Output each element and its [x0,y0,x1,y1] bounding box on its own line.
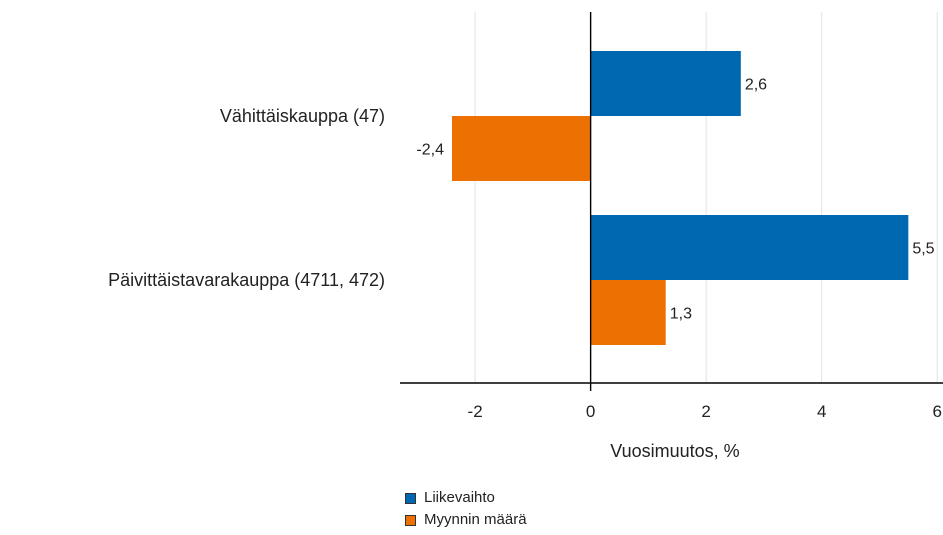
legend-item-liikevaihto: Liikevaihto [405,487,527,509]
bars [452,51,908,345]
bar-myynnin-maara [452,116,591,181]
category-label: Päivittäistavarakauppa (4711, 472) [108,270,385,290]
x-tick-label: 2 [701,402,710,421]
x-axis-title: Vuosimuutos, % [610,441,739,461]
legend-item-myynnin-maara: Myynnin määrä [405,509,527,531]
x-tick-label: 6 [932,402,941,421]
legend-swatch-myynnin-maara [405,515,416,526]
x-tick-label: 0 [586,402,595,421]
data-label: -2,4 [416,142,444,159]
data-label: 2,6 [745,77,767,94]
bar-liikevaihto [591,51,741,116]
x-tick-label: -2 [468,402,483,421]
legend-label-liikevaihto: Liikevaihto [424,487,495,509]
bar-myynnin-maara [591,280,666,345]
x-tick-label: 4 [817,402,826,421]
data-label: 1,3 [670,306,692,323]
legend: Liikevaihto Myynnin määrä [405,487,527,531]
legend-label-myynnin-maara: Myynnin määrä [424,509,527,531]
data-label: 5,5 [912,241,934,258]
legend-swatch-liikevaihto [405,493,416,504]
category-label: Vähittäiskauppa (47) [220,106,385,126]
bar-liikevaihto [591,215,909,280]
